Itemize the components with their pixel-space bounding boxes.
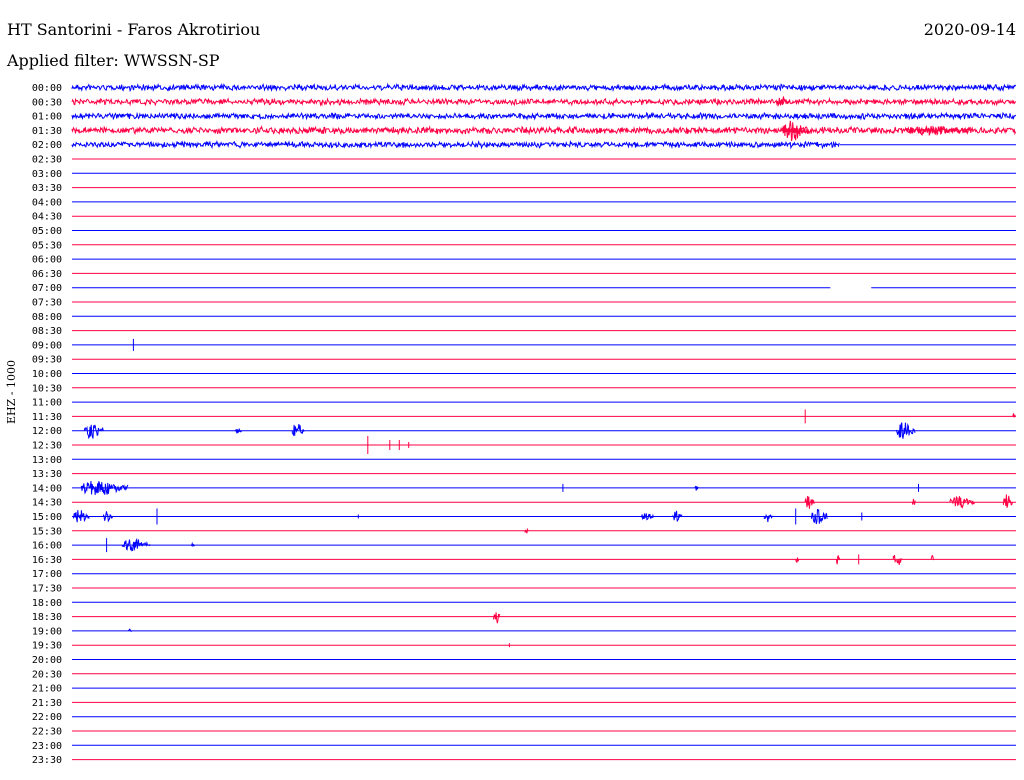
event-burst — [191, 541, 195, 548]
tick-label: 01:00 — [32, 112, 62, 123]
tick-label: 14:30 — [32, 498, 62, 509]
tick-label: 10:30 — [32, 383, 62, 394]
event-burst — [1012, 413, 1016, 418]
tick-label: 22:00 — [32, 712, 62, 723]
tick-label: 16:30 — [32, 555, 62, 566]
event-burst — [672, 510, 683, 522]
tick-label: 00:30 — [32, 97, 62, 108]
noise-trace — [71, 139, 840, 150]
record-date: 2020-09-14 — [923, 20, 1016, 39]
tick-label: 21:30 — [32, 698, 62, 709]
noise-trace — [71, 111, 1017, 121]
event-burst — [641, 513, 654, 521]
event-burst — [694, 485, 699, 491]
tick-label: 15:00 — [32, 512, 62, 523]
noise-trace — [71, 82, 1017, 93]
event-burst — [103, 511, 113, 523]
tick-label: 20:30 — [32, 669, 62, 680]
event-burst — [80, 481, 129, 495]
tick-label: 02:30 — [32, 155, 62, 166]
event-burst — [895, 422, 916, 439]
tick-label: 19:00 — [32, 626, 62, 637]
tick-label: 18:30 — [32, 612, 62, 623]
tick-label: 03:30 — [32, 183, 62, 194]
event-burst — [524, 527, 529, 534]
tick-label: 17:00 — [32, 569, 62, 580]
tick-label: 17:30 — [32, 584, 62, 595]
event-burst — [892, 554, 903, 565]
event-burst — [782, 120, 809, 142]
station-title: HT Santorini - Faros Akrotiriou — [7, 20, 261, 39]
tick-label: 07:00 — [32, 283, 62, 294]
tick-label: 23:00 — [32, 741, 62, 752]
event-burst — [836, 555, 841, 565]
tick-label: 21:00 — [32, 684, 62, 695]
tick-label: 16:00 — [32, 541, 62, 552]
tick-label: 12:00 — [32, 426, 62, 437]
tick-label: 03:00 — [32, 169, 62, 180]
tick-label: 06:00 — [32, 255, 62, 266]
tick-label: 13:00 — [32, 455, 62, 466]
event-burst — [905, 124, 969, 136]
tick-label: 04:00 — [32, 197, 62, 208]
tick-label: 10:00 — [32, 369, 62, 380]
tick-label: 15:30 — [32, 526, 62, 537]
event-burst — [1002, 494, 1013, 508]
tick-label: 07:30 — [32, 298, 62, 309]
tick-label: 23:30 — [32, 755, 62, 766]
event-burst — [84, 424, 104, 440]
tick-label: 11:00 — [32, 398, 62, 409]
filter-label: Applied filter: WWSSN-SP — [7, 51, 220, 70]
tick-label: 08:30 — [32, 326, 62, 337]
noise-trace — [71, 96, 1017, 107]
event-burst — [949, 495, 975, 509]
event-burst — [128, 628, 132, 632]
tick-label: 02:00 — [32, 140, 62, 151]
event-burst — [291, 424, 305, 437]
tick-label: 01:30 — [32, 126, 62, 137]
event-burst — [811, 508, 828, 525]
tick-label: 09:00 — [32, 340, 62, 351]
tick-label: 12:30 — [32, 441, 62, 452]
event-burst — [73, 510, 90, 523]
tick-label: 20:00 — [32, 655, 62, 666]
tick-label: 13:30 — [32, 469, 62, 480]
event-burst — [493, 612, 501, 624]
tick-label: 08:00 — [32, 312, 62, 323]
tick-label: 11:30 — [32, 412, 62, 423]
tick-label: 14:00 — [32, 483, 62, 494]
event-burst — [235, 428, 243, 434]
tick-label: 00:00 — [32, 83, 62, 94]
event-burst — [763, 513, 774, 523]
event-burst — [776, 96, 790, 108]
noise-trace — [71, 125, 1017, 136]
event-burst — [930, 554, 935, 561]
event-burst — [121, 537, 151, 552]
tick-label: 05:00 — [32, 226, 62, 237]
tick-label: 18:00 — [32, 598, 62, 609]
tick-label: 09:30 — [32, 355, 62, 366]
tick-label: 04:30 — [32, 212, 62, 223]
event-burst — [804, 495, 815, 509]
tick-label: 05:30 — [32, 240, 62, 251]
event-burst — [795, 557, 800, 564]
event-burst — [911, 498, 916, 505]
tick-label: 19:30 — [32, 641, 62, 652]
tick-label: 22:30 — [32, 727, 62, 738]
tick-label: 06:30 — [32, 269, 62, 280]
